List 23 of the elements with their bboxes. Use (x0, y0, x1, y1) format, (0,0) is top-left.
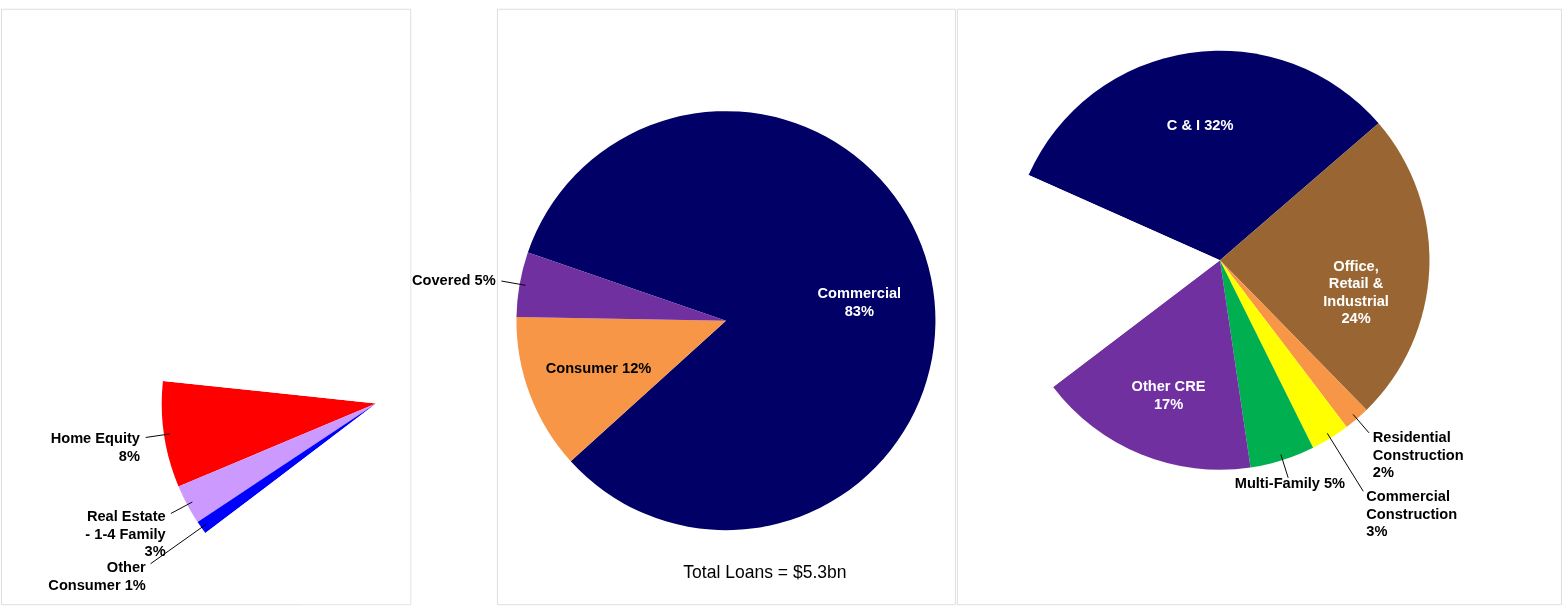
slice-label: Consumer 12% (545, 360, 652, 377)
pie-slice (516, 316, 726, 462)
data-label: 8% (118, 447, 140, 464)
data-label: 3% (1366, 523, 1388, 540)
data-label: 2% (1372, 464, 1394, 481)
slice-label: Residential Construction (1372, 429, 1464, 463)
slice-label: Office, Retail & Industrial (1323, 257, 1389, 309)
slice-label: Real Estate - 1-4 Family (85, 508, 167, 542)
slice-label: Covered 5% (412, 271, 496, 288)
slice-label: Multi-Family 5% (1234, 475, 1346, 492)
slice-label: Home Equity (50, 430, 141, 447)
pie-slice (516, 252, 726, 321)
slice-label: C & I 32% (1166, 117, 1234, 134)
slice-label: Commercial Construction (1366, 488, 1458, 522)
data-label: 17% (1153, 395, 1184, 412)
pie-slice (527, 111, 936, 530)
slice-label: Other CRE (1131, 378, 1206, 395)
data-label: 3% (144, 543, 166, 560)
text: Total Loans = $5.3bn (683, 561, 847, 582)
data-label: 83% (844, 302, 874, 319)
data-label: 24% (1341, 310, 1371, 327)
slice-label: Other Consumer 1% (48, 559, 147, 593)
slice-label: Commercial (817, 285, 902, 302)
